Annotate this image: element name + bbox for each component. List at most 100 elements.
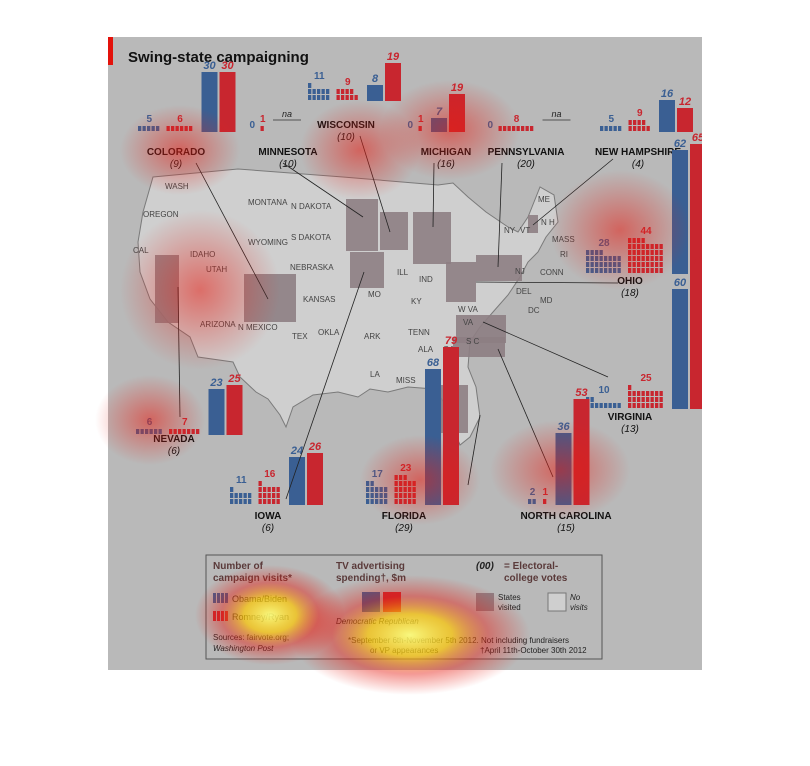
legend-footnote-2: or VP appearances [370,646,438,655]
obama-visit-mark [586,250,590,255]
obama-visit-mark [600,126,604,131]
state-nevada [155,255,179,323]
romney-visit-mark [641,256,645,261]
legend-tv-title: TV advertising [336,561,405,572]
obama-visit-mark [234,499,238,504]
romney-visit-mark [267,499,271,504]
obama-visit-mark [370,493,374,498]
obama-visit-mark [379,493,383,498]
obama-visits-label: 10 [598,385,610,396]
obama-visit-mark [370,487,374,492]
obama-visit-mark [243,493,247,498]
romney-visit-mark [633,126,637,131]
leader-line [497,348,554,478]
obama-visits-label: 5 [146,114,152,125]
romney-visit-mark [650,397,654,402]
state-pennsylvania [476,255,522,281]
tv-rep-label: 71 [692,255,702,267]
chart-title: Swing-state campaigning [128,49,309,66]
romney-visit-mark [632,391,636,396]
map-label-montana: MONTANA [248,198,288,207]
romney-visit-mark [637,262,641,267]
tv-dem-bar [659,100,675,132]
leader-line [482,321,609,378]
romney-visit-mark [632,403,636,408]
romney-visit-mark [641,238,645,243]
romney-visit-mark [659,403,663,408]
romney-visit-mark [659,256,663,261]
romney-visit-mark [345,95,349,100]
romney-visit-mark [655,262,659,267]
romney-visits-label: 7 [182,417,188,428]
romney-visits-label: 23 [400,463,412,474]
leader-line [285,271,365,500]
tv-dem-label: 60 [674,277,687,289]
romney-visit-mark [655,256,659,261]
romney-visit-mark [650,268,654,273]
tv-dem-bar [289,457,305,505]
romney-visit-mark [628,385,632,390]
legend-tv-parties: Democratic Republican [336,617,419,626]
romney-visit-mark [412,481,416,486]
tv-rep-bar [385,63,401,101]
romney-visit-mark [659,250,663,255]
map-label-me: ME [538,195,550,204]
map-label-n-dakota: N DAKOTA [291,202,332,211]
obama-visit-mark [617,403,621,408]
obama-visit-mark [156,126,160,131]
obama-visit-mark [136,429,140,434]
map-label-n-h: N H [541,218,555,227]
romney-visit-mark [628,120,632,125]
romney-visit-mark [633,120,637,125]
state-colorado [244,274,296,322]
tv-dem-label: 68 [427,357,440,369]
map-label-okla: OKLA [318,328,340,337]
romney-visit-mark [399,487,403,492]
romney-visit-mark [267,487,271,492]
obama-visit-mark [248,493,252,498]
romney-visit-mark [637,238,641,243]
romney-visit-mark [258,493,262,498]
electoral-votes: (4) [632,159,644,170]
state-ohio [446,262,476,302]
map-label-w-va: W VA [458,305,479,314]
state-panel-minnesota: 01 na MINNESOTA(10) [249,109,317,170]
tv-rep-label: 79 [445,335,458,347]
romney-visit-mark [655,391,659,396]
obama-visit-mark [590,262,594,267]
romney-visit-mark [659,397,663,402]
obama-visit-mark [230,487,234,492]
romney-visits-label: 8 [514,114,520,125]
obama-visit-mark [590,250,594,255]
romney-visit-mark [650,403,654,408]
obama-visits-label: 2 [530,487,536,498]
romney-visit-mark [403,493,407,498]
romney-visit-mark [276,487,280,492]
legend-visited-label-2: visited [498,603,521,612]
romney-visits-label: 25 [640,373,652,384]
state-name: NEW HAMPSHIRE [595,147,681,158]
obama-visit-mark [308,95,312,100]
map-label-va: VA [463,318,474,327]
tv-rep-bar [573,399,590,505]
legend-visits-title: Number of [213,561,264,572]
romney-visit-mark [655,244,659,249]
romney-visit-mark [184,126,188,131]
obama-visit-mark [608,403,612,408]
romney-visit-mark [628,268,632,273]
legend-sources: Sources: fairvote.org; [213,633,289,642]
tv-rep-bar [449,94,465,132]
obama-visit-mark [138,126,142,131]
obama-visit-mark [142,126,146,131]
romney-visit-mark [276,493,280,498]
obama-visit-mark [604,126,608,131]
romney-visit-mark [632,268,636,273]
obama-visit-mark [599,268,603,273]
legend-obama-mark [217,593,220,603]
tv-dem-bar [201,72,218,132]
tv-dem-bar [431,118,447,132]
tv-dem-label: 24 [290,445,303,457]
electoral-votes: (20) [517,159,535,170]
legend-visits-title-2: campaign visits* [213,573,292,584]
legend-romney-mark [225,611,228,621]
